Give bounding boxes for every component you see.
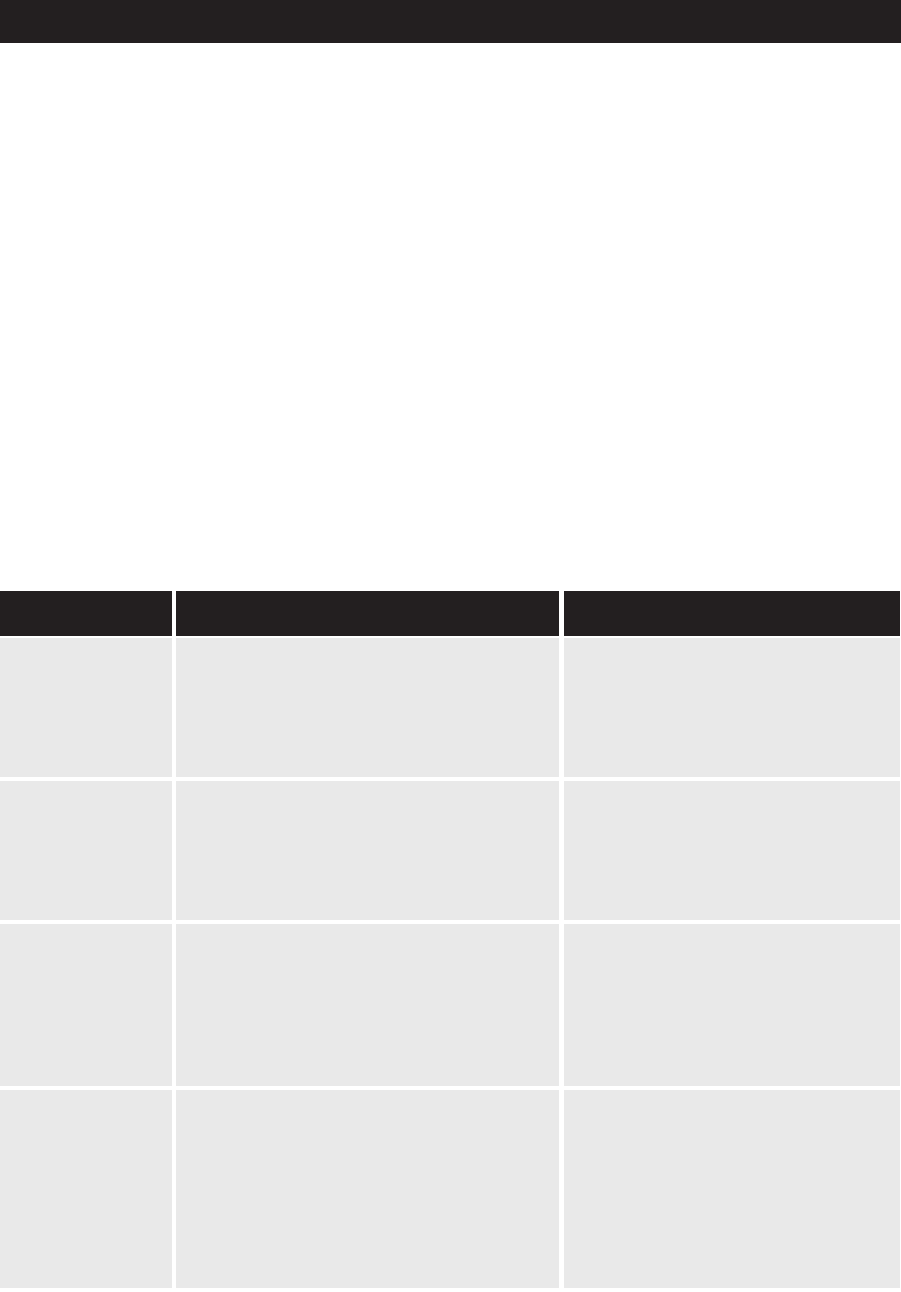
table-cell — [176, 781, 559, 920]
table-cell — [564, 924, 900, 1086]
table-cell — [564, 1090, 900, 1288]
table-cell — [564, 638, 900, 777]
header-cell — [564, 591, 900, 636]
table — [0, 591, 901, 1288]
table-cell — [176, 1090, 559, 1288]
top-bar — [0, 0, 901, 43]
table-cell — [0, 638, 172, 777]
table-cell — [564, 781, 900, 920]
header-cell — [0, 591, 172, 636]
header-cell — [176, 591, 559, 636]
table-cell — [0, 1090, 172, 1288]
table-cell — [0, 924, 172, 1086]
table-cell — [176, 638, 559, 777]
table-cell — [176, 924, 559, 1086]
table-cell — [0, 781, 172, 920]
